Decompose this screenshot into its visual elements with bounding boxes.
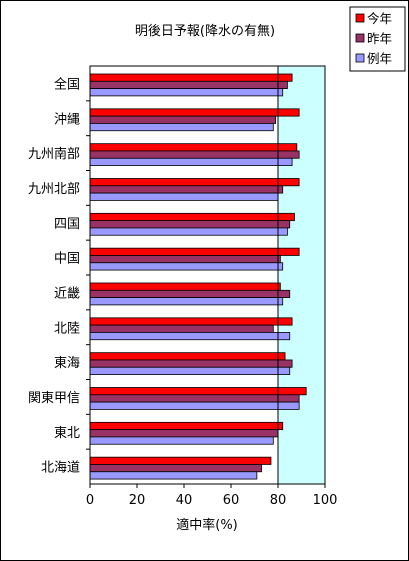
bar-1-1 xyxy=(89,73,293,82)
category-label-4: 九州北部 xyxy=(28,182,80,197)
bar-12-2 xyxy=(89,464,262,473)
legend-swatch-1 xyxy=(355,13,365,23)
bar-8-3 xyxy=(89,332,291,341)
bar-10-2 xyxy=(89,394,300,403)
bar-12-1 xyxy=(89,456,272,465)
x-tick-label-80: 80 xyxy=(270,493,287,508)
bar-3-1 xyxy=(89,143,298,152)
plot-area-cyan xyxy=(278,66,325,484)
bar-1-2 xyxy=(89,80,288,90)
category-label-6: 中国 xyxy=(54,252,80,267)
category-label-7: 近畿 xyxy=(54,286,80,301)
bar-6-3 xyxy=(89,262,284,271)
legend-label-2: 昨年 xyxy=(367,31,392,46)
bar-11-2 xyxy=(89,429,279,438)
x-tick-label-100: 100 xyxy=(313,493,338,508)
x-tick-label-40: 40 xyxy=(176,493,193,508)
plot-area-white xyxy=(90,66,278,484)
bar-6-2 xyxy=(89,255,281,264)
category-label-11: 東北 xyxy=(54,425,80,441)
bar-5-3 xyxy=(89,227,288,236)
bar-4-1 xyxy=(89,178,300,187)
legend-swatch-2 xyxy=(355,33,365,43)
bar-5-1 xyxy=(89,212,295,222)
bar-4-2 xyxy=(89,185,284,194)
bar-12-3 xyxy=(89,471,258,480)
bar-7-2 xyxy=(89,289,291,298)
x-axis-label: 適中率(%) xyxy=(176,517,238,533)
legend-swatch-3 xyxy=(355,53,365,63)
bar-9-2 xyxy=(89,359,293,368)
bar-9-3 xyxy=(89,366,291,375)
category-label-8: 北陸 xyxy=(54,320,80,336)
category-label-12: 北海道 xyxy=(41,461,80,476)
category-label-2: 沖縄 xyxy=(54,112,80,127)
bar-11-1 xyxy=(89,421,284,431)
bar-8-1 xyxy=(89,317,293,326)
bar-4-3 xyxy=(89,192,279,201)
chart-title: 明後日予報(降水の有無) xyxy=(135,24,275,39)
bar-2-2 xyxy=(89,115,277,124)
bar-3-3 xyxy=(89,157,293,166)
bar-8-2 xyxy=(89,324,274,333)
bar-10-1 xyxy=(89,387,307,396)
x-tick-label-60: 60 xyxy=(223,493,240,508)
bar-7-1 xyxy=(89,282,281,291)
category-label-5: 四国 xyxy=(54,217,80,232)
bar-2-3 xyxy=(89,123,274,132)
bar-9-1 xyxy=(89,352,286,361)
plot-background xyxy=(90,66,325,484)
bar-11-3 xyxy=(89,436,274,445)
x-tick-label-0: 0 xyxy=(86,493,94,508)
bar-6-1 xyxy=(89,247,300,256)
category-label-10: 関東甲信 xyxy=(28,390,80,406)
category-label-3: 九州南部 xyxy=(28,146,80,162)
bar-5-2 xyxy=(89,220,291,229)
axes-layer: 0 20 40 60 80 100 全国沖縄九州南部九州北部四国中国近畿北陸東海関東甲信東北… xyxy=(28,65,338,508)
legend-label-1: 今年 xyxy=(367,11,392,26)
category-label-9: 東海 xyxy=(54,355,80,371)
bar-2-1 xyxy=(89,108,300,117)
bar-1-3 xyxy=(89,88,284,97)
category-label-1: 全国 xyxy=(54,76,80,92)
bar-10-3 xyxy=(89,401,300,410)
bar-7-3 xyxy=(89,297,284,306)
x-tick-label-20: 20 xyxy=(129,493,146,508)
legend-label-3: 例年 xyxy=(367,51,392,66)
bar-3-2 xyxy=(89,150,300,159)
